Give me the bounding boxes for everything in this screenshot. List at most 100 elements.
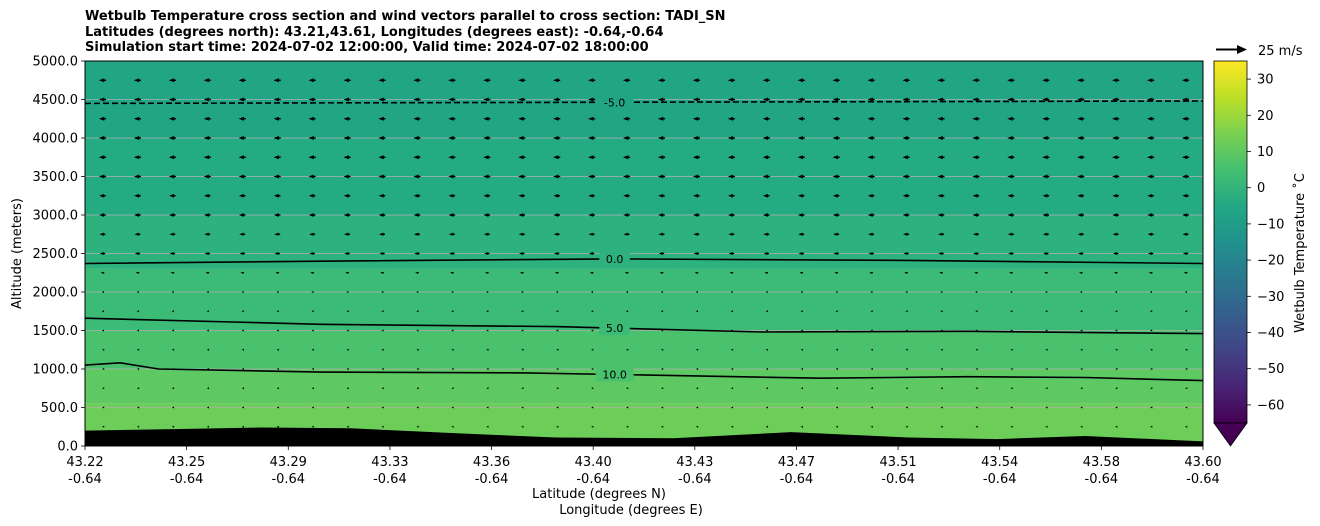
wind-arrow-head	[416, 425, 419, 428]
wind-arrow-head	[521, 348, 524, 351]
wind-arrow-head	[798, 251, 803, 256]
wind-arrow-head	[241, 348, 244, 351]
wind-arrow-head	[588, 213, 594, 217]
wind-arrow-head	[311, 406, 314, 409]
wind-arrow-head	[171, 329, 174, 332]
wind-arrow-head	[661, 387, 664, 390]
wind-arrow-head	[102, 387, 105, 390]
wind-arrow-head	[203, 174, 210, 179]
wind-arrow-head	[171, 425, 175, 428]
wind-arrow-head	[521, 368, 524, 370]
wind-arrow-head	[1115, 329, 1118, 332]
terrain	[85, 427, 1203, 446]
wind-arrow-head	[1146, 116, 1153, 121]
wind-arrow-head	[1077, 193, 1083, 198]
wind-arrow-head	[486, 368, 489, 370]
x-tick-lon-label: -0.64	[271, 472, 305, 487]
wind-arrow-head	[591, 387, 594, 390]
wind-arrow-head	[170, 271, 174, 274]
wind-arrow-head	[136, 310, 140, 313]
wind-arrow-head	[169, 251, 174, 256]
wind-arrow-head	[1007, 232, 1013, 236]
wind-arrow-head	[591, 406, 594, 409]
wind-arrow-head	[902, 97, 908, 102]
wind-arrow-head	[835, 425, 838, 428]
wind-arrow-head	[311, 310, 314, 313]
wind-arrow-head	[765, 329, 768, 332]
wind-arrow-head	[343, 135, 349, 141]
x-tick-lat-label: 43.43	[676, 455, 713, 470]
wind-arrow-head	[692, 155, 699, 160]
wind-arrow-head	[695, 387, 699, 390]
y-tick-label: 1500.0	[33, 324, 79, 339]
wind-arrow-head	[346, 329, 349, 332]
wind-arrow-head	[133, 155, 140, 160]
wind-arrow-head	[553, 251, 559, 256]
wind-arrow-head	[203, 193, 209, 198]
wind-arrow-head	[590, 310, 594, 313]
wind-arrow-head	[1042, 213, 1048, 217]
wind-arrow-head	[975, 425, 978, 428]
wind-arrow-head	[695, 310, 699, 313]
wind-arrow-head	[661, 425, 664, 428]
wind-arrow-head	[518, 155, 524, 160]
wind-arrow-head	[448, 97, 454, 102]
wind-arrow-head	[451, 310, 454, 313]
wind-arrow-head	[238, 155, 245, 160]
wind-arrow-head	[1114, 291, 1118, 293]
x-tick-lat-label: 43.51	[879, 455, 916, 470]
wind-arrow-head	[833, 232, 838, 236]
wind-arrow-head	[903, 232, 908, 236]
wind-arrow-head	[764, 271, 768, 274]
colorbar-tick-label: 10	[1257, 145, 1274, 160]
chart-title: Wetbulb Temperature cross section and wi…	[85, 9, 726, 56]
wind-arrow-head	[727, 78, 734, 83]
wind-arrow-head	[660, 291, 663, 293]
wind-arrow-head	[413, 213, 419, 217]
wind-arrow-head	[1150, 348, 1153, 351]
wind-arrow-head	[657, 155, 664, 160]
colorbar-tick-label: 30	[1257, 73, 1274, 88]
wind-arrow-head	[205, 271, 209, 274]
x-tick-lat-label: 43.54	[981, 455, 1018, 470]
wind-arrow-head	[868, 251, 873, 256]
wind-arrow-head	[1148, 271, 1152, 274]
wind-arrow-head	[448, 232, 454, 236]
wind-arrow-head	[1146, 78, 1153, 83]
wind-arrow-head	[974, 271, 977, 274]
wind-arrow-head	[206, 329, 209, 332]
wind-arrow-head	[206, 406, 210, 409]
wind-arrow-head	[276, 368, 279, 370]
wind-arrow-head	[416, 348, 419, 351]
wind-arrow-head	[730, 406, 734, 409]
wind-arrow-head	[902, 135, 908, 141]
wind-arrow-head	[346, 368, 349, 370]
wind-arrow-head	[587, 155, 594, 160]
wind-arrow-head	[940, 291, 943, 293]
wind-arrow-head	[692, 135, 699, 141]
wind-arrow-head	[415, 271, 418, 274]
y-tick-label: 4000.0	[33, 132, 79, 147]
y-tick-label: 500.0	[41, 401, 78, 416]
wind-arrow-head	[1150, 425, 1153, 428]
wind-arrow-head	[134, 213, 140, 217]
wind-arrow-head	[308, 155, 314, 160]
wind-arrow-head	[1185, 348, 1188, 351]
wind-arrow-head	[519, 271, 523, 274]
wind-reference-key: 25 m/s	[1216, 44, 1303, 59]
wind-arrow-head	[940, 387, 943, 390]
colorbar-tick-label: −20	[1257, 254, 1284, 269]
wind-arrow-head	[730, 368, 734, 370]
wind-arrow-head	[800, 368, 803, 370]
wind-arrow-head	[1077, 232, 1083, 236]
wind-arrow-head	[135, 271, 139, 274]
wind-arrow-head	[902, 174, 908, 179]
wind-arrow-head	[797, 155, 804, 160]
y-tick-label: 3000.0	[33, 209, 79, 224]
wind-arrow-head	[133, 174, 140, 179]
wind-arrow-head	[867, 116, 873, 121]
wind-arrow-head	[972, 193, 978, 198]
wind-arrow-head	[940, 310, 943, 313]
wind-arrow-head	[381, 348, 384, 351]
wind-arrow-head	[1184, 291, 1187, 293]
